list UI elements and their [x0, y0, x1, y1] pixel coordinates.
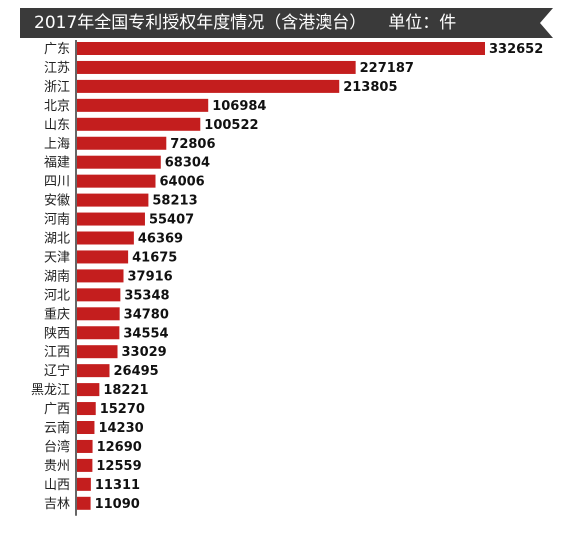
value-label: 100522 [204, 118, 258, 133]
value-label: 34554 [123, 326, 168, 341]
value-label: 14230 [98, 421, 143, 436]
bar [77, 98, 209, 112]
bar [77, 477, 91, 491]
category-label: 辽宁 [44, 363, 70, 379]
bar [77, 136, 167, 150]
bar [77, 364, 110, 378]
bar [77, 250, 129, 264]
category-label: 河南 [44, 212, 70, 228]
category-label: 浙江 [44, 80, 70, 95]
value-label: 11090 [95, 497, 140, 512]
category-label: 江苏 [44, 60, 70, 76]
bar [77, 212, 145, 226]
category-label: 山西 [44, 478, 70, 493]
category-label: 黑龙江 [31, 383, 70, 398]
bar [77, 439, 93, 453]
value-label: 68304 [165, 156, 210, 171]
banner-background [20, 8, 553, 38]
value-label: 332652 [489, 42, 543, 57]
value-label: 11311 [95, 478, 140, 493]
bar [77, 496, 91, 510]
value-label: 33029 [122, 345, 167, 360]
value-label: 35348 [124, 288, 169, 303]
bar [77, 117, 201, 131]
value-label: 26495 [113, 364, 158, 379]
category-label: 山东 [44, 118, 70, 133]
category-label: 北京 [44, 99, 70, 114]
category-label: 陕西 [44, 326, 70, 341]
value-label: 58213 [152, 194, 197, 209]
value-label: 64006 [160, 175, 205, 190]
bar [77, 60, 356, 74]
value-label: 227187 [360, 61, 414, 76]
bar-chart: 广东 332652 江苏 227187 浙江 213805 北京 106984 山东 100522… [31, 40, 543, 516]
bar [77, 307, 120, 321]
value-label: 12559 [96, 459, 141, 474]
category-label: 广东 [44, 42, 70, 57]
bar [77, 155, 161, 169]
title-text: 2017年全国专利授权年度情况（含港澳台） [34, 13, 367, 33]
bar [77, 288, 121, 302]
bar [77, 402, 96, 416]
bar [77, 193, 149, 207]
category-label: 天津 [44, 250, 70, 265]
value-label: 106984 [212, 99, 266, 114]
value-label: 41675 [132, 250, 177, 265]
category-label: 福建 [44, 156, 70, 171]
category-label: 重庆 [44, 306, 70, 322]
value-label: 15270 [100, 402, 145, 417]
value-label: 12690 [97, 440, 142, 455]
value-label: 34780 [124, 307, 169, 322]
category-label: 安徽 [44, 194, 70, 209]
bar [77, 269, 124, 283]
chart-title: 2017年全国专利授权年度情况（含港澳台） 单位：件 [34, 12, 456, 34]
bar [77, 383, 100, 397]
category-label: 上海 [44, 137, 70, 152]
category-label: 广西 [44, 402, 70, 417]
value-label: 55407 [149, 213, 194, 228]
chart-title-banner: 2017年全国专利授权年度情况（含港澳台） 单位：件 [20, 8, 553, 38]
bar [77, 421, 95, 434]
bar [77, 79, 340, 93]
value-label: 37916 [128, 269, 173, 284]
value-label: 46369 [138, 232, 183, 247]
category-label: 湖北 [44, 232, 70, 247]
category-label: 河北 [44, 288, 70, 303]
category-label: 湖南 [44, 268, 70, 284]
category-label: 云南 [44, 420, 70, 436]
category-label: 四川 [44, 175, 70, 190]
bar [77, 231, 134, 245]
category-label: 江西 [44, 345, 70, 360]
category-label: 台湾 [44, 439, 70, 455]
bar [77, 326, 120, 340]
unit-text: 单位：件 [388, 13, 457, 33]
category-label: 贵州 [44, 459, 70, 474]
bar [77, 458, 93, 472]
bar [77, 174, 156, 188]
bar [77, 345, 118, 359]
value-label: 18221 [103, 383, 148, 398]
bar [77, 42, 485, 55]
value-label: 72806 [170, 137, 215, 152]
category-label: 吉林 [44, 497, 70, 512]
value-label: 213805 [343, 80, 397, 95]
